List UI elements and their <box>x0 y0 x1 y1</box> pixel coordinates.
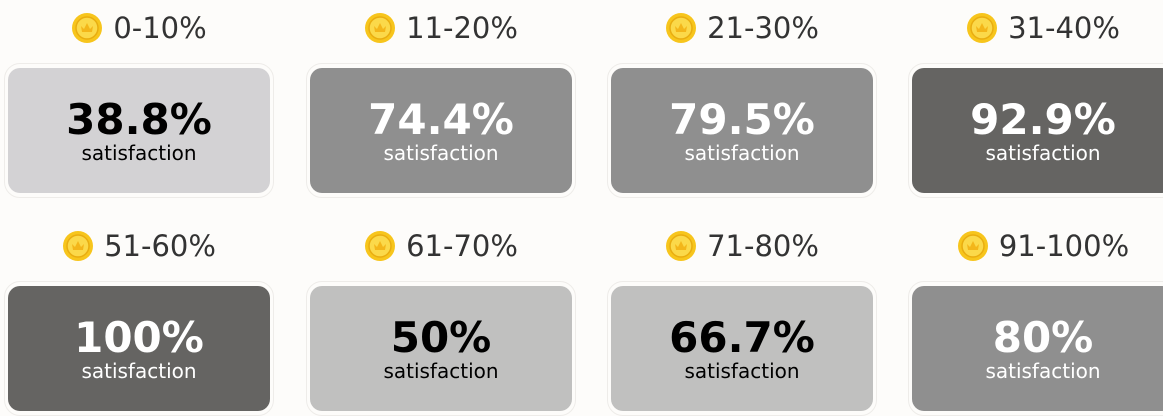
range-header: 0-10% <box>8 8 270 48</box>
range-label: 91-100% <box>998 229 1130 263</box>
range-label: 0-10% <box>113 11 207 45</box>
stat-caption: satisfaction <box>985 358 1101 383</box>
coin-icon <box>63 231 94 261</box>
stat-caption: satisfaction <box>684 358 800 383</box>
stat-card: 92.9% satisfaction <box>912 68 1163 193</box>
stat-card: 79.5% satisfaction <box>611 68 873 193</box>
range-header: 21-30% <box>611 8 873 48</box>
card-frame <box>908 63 1163 198</box>
stat-caption: satisfaction <box>985 140 1101 165</box>
coin-icon <box>365 13 396 43</box>
stat-card: 38.8% satisfaction <box>8 68 270 193</box>
range-label: 61-70% <box>406 229 518 263</box>
coin-icon <box>957 231 988 261</box>
stat-value: 66.7% <box>669 312 815 362</box>
stat-value: 80% <box>992 312 1094 362</box>
stat-value: 74.4% <box>368 94 514 144</box>
stat-value: 38.8% <box>66 94 212 144</box>
range-label: 21-30% <box>707 11 819 45</box>
range-label: 31-40% <box>1008 11 1120 45</box>
stat-card: 50% satisfaction <box>310 286 572 411</box>
range-header: 31-40% <box>912 8 1163 48</box>
coin-icon <box>666 231 697 261</box>
range-header: 91-100% <box>912 226 1163 266</box>
range-header: 11-20% <box>310 8 572 48</box>
stat-value: 92.9% <box>970 94 1116 144</box>
stat-caption: satisfaction <box>684 140 800 165</box>
stat-value: 50% <box>390 312 492 362</box>
stat-card: 66.7% satisfaction <box>611 286 873 411</box>
coin-icon <box>666 13 697 43</box>
card-frame <box>607 63 877 198</box>
card-frame <box>306 63 576 198</box>
range-header: 61-70% <box>310 226 572 266</box>
range-label: 11-20% <box>406 11 518 45</box>
coin-icon <box>365 231 396 261</box>
coin-icon <box>72 13 103 43</box>
stat-card: 80% satisfaction <box>912 286 1163 411</box>
range-header: 51-60% <box>8 226 270 266</box>
coin-icon <box>967 13 998 43</box>
stat-value: 79.5% <box>669 94 815 144</box>
stat-caption: satisfaction <box>383 358 499 383</box>
stat-card: 74.4% satisfaction <box>310 68 572 193</box>
stat-value: 100% <box>74 312 204 362</box>
stat-caption: satisfaction <box>81 140 197 165</box>
stat-caption: satisfaction <box>383 140 499 165</box>
card-frame <box>4 63 274 198</box>
range-label: 51-60% <box>104 229 216 263</box>
stat-card: 100% satisfaction <box>8 286 270 411</box>
range-label: 71-80% <box>707 229 819 263</box>
range-header: 71-80% <box>611 226 873 266</box>
stat-caption: satisfaction <box>81 358 197 383</box>
